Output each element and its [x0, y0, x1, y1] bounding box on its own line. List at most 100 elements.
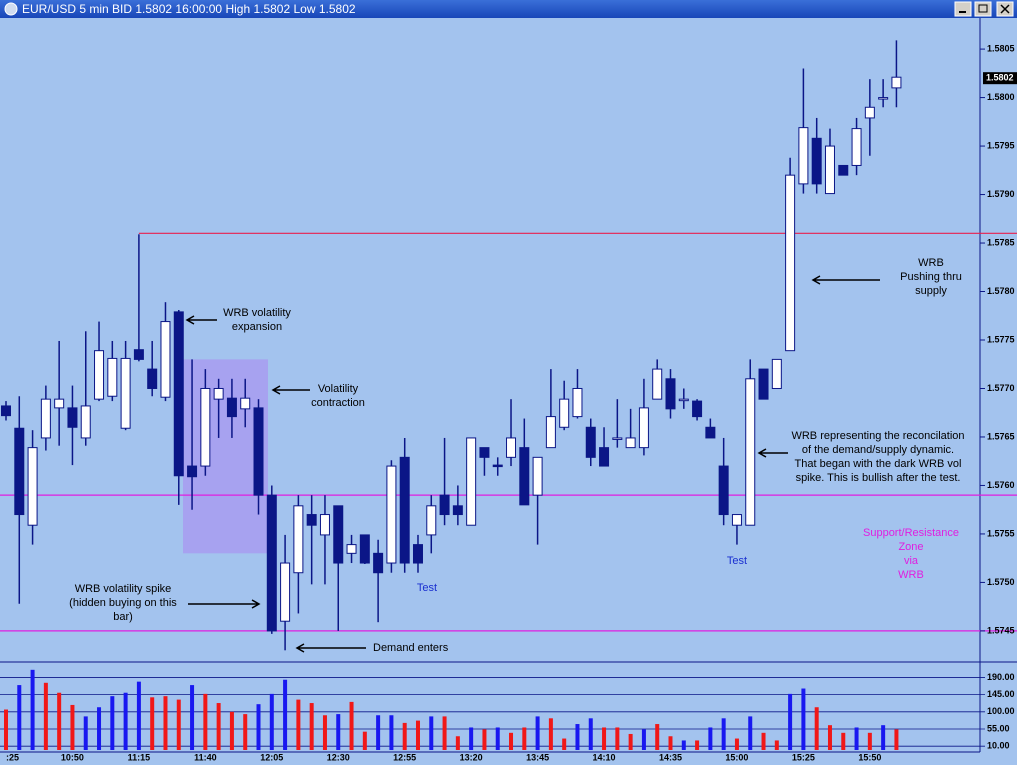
- x-tick-label: 14:10: [593, 752, 616, 762]
- candle-body: [412, 544, 423, 564]
- candle-body: [319, 514, 330, 536]
- candle-body: [851, 128, 862, 166]
- candle-body: [479, 447, 490, 458]
- candle-body: [147, 368, 158, 389]
- annotation: via: [904, 555, 919, 567]
- candle-body: [452, 505, 463, 516]
- annotation: Zone: [898, 541, 923, 553]
- volume-bar: [854, 727, 859, 750]
- volume-bar: [349, 701, 354, 750]
- volume-bar: [43, 682, 48, 750]
- annotation: Test: [727, 555, 747, 567]
- maximize-glyph: [978, 4, 988, 13]
- volume-bar: [708, 727, 713, 750]
- arrow: [811, 275, 880, 285]
- volume-bar: [362, 731, 367, 750]
- annotation: supply: [915, 285, 947, 297]
- volume-tick-label: 100.00: [987, 706, 1015, 716]
- candle-body: [864, 106, 875, 119]
- candle-body: [718, 465, 729, 516]
- volume-bar: [4, 709, 8, 750]
- y-tick-label: 1.5785: [987, 237, 1015, 247]
- candle-body: [27, 447, 38, 526]
- volume-bar: [495, 727, 500, 750]
- annotation: WRB volatility spike: [75, 583, 172, 595]
- plot: [0, 40, 1017, 651]
- candle-body: [266, 494, 277, 632]
- annotation: bar): [113, 611, 133, 623]
- volume-bar: [70, 704, 75, 750]
- candle-body: [891, 76, 902, 89]
- y-tick-label: 1.5755: [987, 528, 1015, 538]
- maximize-button[interactable]: [974, 1, 992, 17]
- close-glyph: [1000, 4, 1010, 14]
- candle-body: [346, 544, 357, 554]
- x-tick-label: 12:05: [260, 752, 283, 762]
- x-tick-label: 15:00: [725, 752, 748, 762]
- y-tick-label: 1.5795: [987, 140, 1015, 150]
- candle-body: [811, 137, 822, 185]
- volume-bar: [123, 692, 128, 750]
- arrows: [185, 275, 880, 653]
- y-tick-label: 1.5745: [987, 625, 1015, 635]
- volume-bar: [110, 696, 115, 750]
- candle-body: [80, 405, 91, 439]
- volume-bar: [469, 727, 474, 750]
- x-tick-label: 11:15: [128, 752, 151, 762]
- volume-bar: [881, 725, 886, 750]
- volume-bar: [229, 711, 234, 750]
- candle-body: [625, 437, 636, 449]
- volume-bar: [602, 727, 607, 750]
- candle-body: [599, 447, 610, 467]
- volume-bar: [628, 733, 633, 750]
- annotation: Test: [417, 582, 437, 594]
- y-tick-label: 1.5800: [987, 92, 1015, 102]
- volume-bar: [296, 699, 301, 750]
- candle-body: [798, 127, 809, 185]
- arrow: [188, 599, 261, 609]
- volume-bar: [615, 727, 620, 750]
- volume-bar: [801, 688, 806, 750]
- candle-body: [771, 358, 782, 389]
- y-tick-label: 1.5790: [987, 189, 1015, 199]
- candle-body: [532, 456, 543, 496]
- candle-body: [293, 505, 304, 574]
- candle-body: [240, 397, 251, 410]
- annotation: WRB representing the reconcilation: [791, 430, 964, 442]
- candle-body: [107, 357, 118, 397]
- candle-body: [652, 368, 663, 400]
- candle-body: [439, 494, 450, 516]
- volume-bar: [774, 740, 779, 750]
- annotation: (hidden buying on this: [69, 597, 177, 609]
- arrow: [757, 448, 788, 458]
- arrow: [185, 315, 217, 325]
- minimize-button[interactable]: [954, 1, 972, 17]
- volume-bar: [867, 732, 872, 750]
- volume-bar: [721, 718, 726, 750]
- volume-tick-label: 55.00: [987, 723, 1010, 733]
- x-tick-label: 14:35: [659, 752, 682, 762]
- annotation: Support/Resistance: [863, 527, 959, 539]
- window-icon[interactable]: [4, 2, 18, 16]
- annotation: of the demand/supply dynamic.: [802, 444, 954, 456]
- candle-body: [200, 387, 211, 467]
- title-bar: [0, 0, 1017, 18]
- candle-body: [187, 465, 198, 478]
- x-tick-label: 15:25: [792, 752, 815, 762]
- candle-body: [426, 505, 437, 536]
- volume-bar: [841, 732, 846, 750]
- annotation: WRB: [898, 569, 924, 581]
- x-tick-label: 10:50: [61, 752, 84, 762]
- arrow: [295, 643, 366, 653]
- candle-body: [386, 465, 397, 564]
- candle-body: [280, 562, 291, 622]
- annotation: spike. This is bullish after the test.: [796, 472, 961, 484]
- volume-bar: [17, 685, 22, 750]
- x-tick-label: 13:20: [460, 752, 483, 762]
- candle-body: [545, 416, 556, 449]
- candle-body: [173, 311, 184, 477]
- volume-bar: [376, 715, 381, 750]
- annotation: WRB volatility: [223, 307, 291, 319]
- candle-body: [758, 368, 769, 400]
